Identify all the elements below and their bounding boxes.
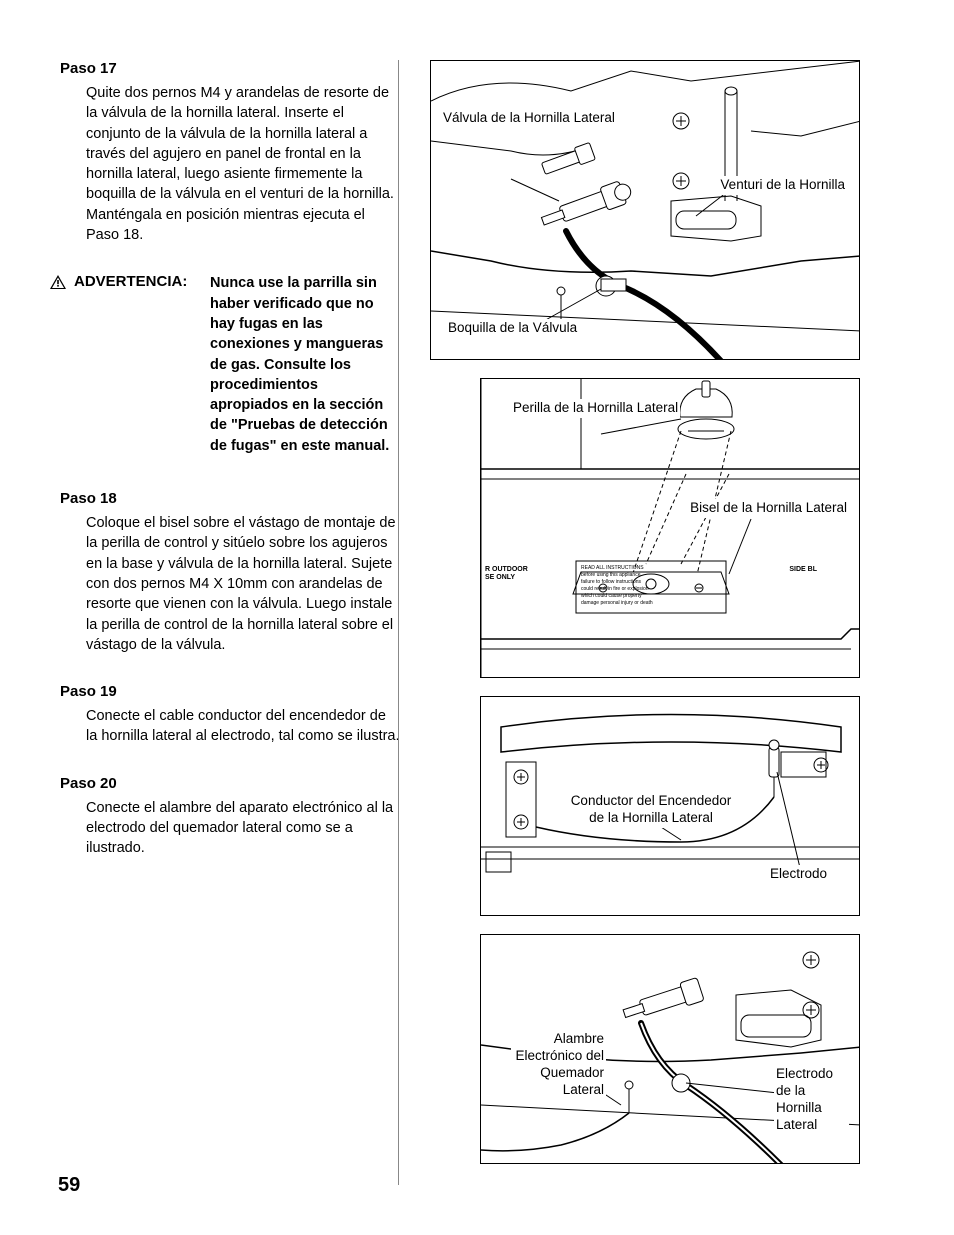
column-divider bbox=[398, 60, 399, 1185]
label-wire: Alambre Electrónico del Quemador Lateral bbox=[511, 1030, 606, 1100]
step-heading: Paso 20 bbox=[60, 775, 400, 792]
label-side: SIDE BL bbox=[787, 565, 819, 576]
step-body: Quite dos pernos M4 y arandelas de resor… bbox=[86, 83, 400, 245]
label-outdoor: R OUTDOORSE ONLY bbox=[483, 565, 530, 582]
diagram-electronic-wire: Alambre Electrónico del Quemador Lateral… bbox=[480, 934, 860, 1164]
step-20: Paso 20 Conecte el alambre del aparato e… bbox=[60, 775, 400, 859]
text-column: Paso 17 Quite dos pernos M4 y arandelas … bbox=[60, 60, 400, 1164]
svg-text:READ ALL INSTRUCTIONS: READ ALL INSTRUCTIONS bbox=[581, 565, 644, 571]
warning-text: Nunca use la parrilla sin haber verifica… bbox=[210, 273, 400, 456]
step-17: Paso 17 Quite dos pernos M4 y arandelas … bbox=[60, 60, 400, 245]
label-nozzle: Boquilla de la Válvula bbox=[446, 319, 579, 338]
label-venturi: Venturi de la Hornilla bbox=[718, 176, 847, 195]
step-body: Conecte el cable conductor del encendedo… bbox=[86, 706, 400, 747]
step-18: Paso 18 Coloque el bisel sobre el vástag… bbox=[60, 490, 400, 655]
diagram-igniter-lead: Conductor del Encendedor de la Hornilla … bbox=[480, 696, 860, 916]
label-bezel: Bisel de la Hornilla Lateral bbox=[688, 499, 849, 518]
label-knob: Perilla de la Hornilla Lateral bbox=[511, 399, 680, 418]
page-content: Paso 17 Quite dos pernos M4 y arandelas … bbox=[0, 0, 954, 1204]
diagram-bezel-knob: READ ALL INSTRUCTIONS before using this … bbox=[480, 378, 860, 678]
step-heading: Paso 19 bbox=[60, 683, 400, 700]
page-number: 59 bbox=[58, 1174, 80, 1197]
label-valve: Válvula de la Hornilla Lateral bbox=[441, 109, 617, 128]
svg-text:damage personal injury or deat: damage personal injury or death bbox=[581, 600, 653, 606]
svg-text:before using this appliance: before using this appliance bbox=[581, 572, 641, 578]
step-19: Paso 19 Conecte el cable conductor del e… bbox=[60, 683, 400, 747]
step-body: Conecte el alambre del aparato electróni… bbox=[86, 798, 400, 859]
figure-column: Válvula de la Hornilla Lateral Venturi d… bbox=[430, 60, 904, 1164]
warning-block: ADVERTENCIA: Nunca use la parrilla sin h… bbox=[50, 273, 400, 456]
diagram-valve-assembly: Válvula de la Hornilla Lateral Venturi d… bbox=[430, 60, 860, 360]
svg-text:could result in fire or explos: could result in fire or explosion bbox=[581, 586, 649, 592]
svg-text:which could cause property: which could cause property bbox=[581, 593, 642, 599]
warning-icon bbox=[50, 273, 68, 456]
step-heading: Paso 18 bbox=[60, 490, 400, 507]
label-electrode: Electrodo bbox=[768, 865, 829, 884]
label-lead: Conductor del Encendedor de la Hornilla … bbox=[566, 792, 736, 828]
step-heading: Paso 17 bbox=[60, 60, 400, 77]
svg-text:failure to follow instructions: failure to follow instructions bbox=[581, 579, 642, 585]
label-electrode: Electrodo de la Hornilla Lateral bbox=[774, 1065, 849, 1135]
step-body: Coloque el bisel sobre el vástago de mon… bbox=[86, 513, 400, 655]
warning-label: ADVERTENCIA: bbox=[74, 273, 204, 456]
